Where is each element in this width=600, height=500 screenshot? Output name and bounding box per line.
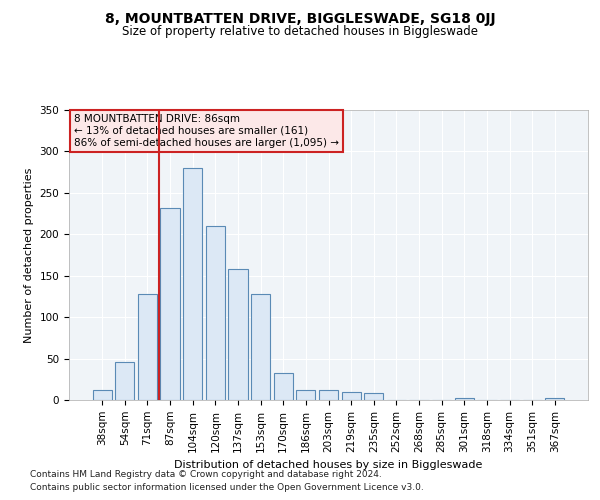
Bar [251,294,270,400]
Bar [115,362,134,400]
Text: Contains HM Land Registry data © Crown copyright and database right 2024.: Contains HM Land Registry data © Crown c… [30,470,382,479]
Bar [138,294,157,400]
Text: 8 MOUNTBATTEN DRIVE: 86sqm
← 13% of detached houses are smaller (161)
86% of sem: 8 MOUNTBATTEN DRIVE: 86sqm ← 13% of deta… [74,114,339,148]
Y-axis label: Number of detached properties: Number of detached properties [24,168,34,342]
Bar [183,168,202,400]
X-axis label: Distribution of detached houses by size in Biggleswade: Distribution of detached houses by size … [175,460,482,470]
Text: 8, MOUNTBATTEN DRIVE, BIGGLESWADE, SG18 0JJ: 8, MOUNTBATTEN DRIVE, BIGGLESWADE, SG18 … [104,12,496,26]
Text: Contains public sector information licensed under the Open Government Licence v3: Contains public sector information licen… [30,484,424,492]
Bar [319,390,338,400]
Bar [206,226,225,400]
Bar [160,208,180,400]
Bar [229,269,248,400]
Bar [92,390,112,400]
Bar [364,394,383,400]
Bar [274,372,293,400]
Bar [455,398,474,400]
Bar [341,392,361,400]
Text: Size of property relative to detached houses in Biggleswade: Size of property relative to detached ho… [122,25,478,38]
Bar [296,390,316,400]
Bar [545,398,565,400]
